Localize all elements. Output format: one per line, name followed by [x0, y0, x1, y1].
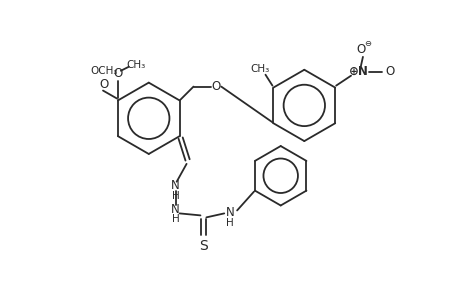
Text: H: H — [171, 214, 179, 224]
Text: O: O — [99, 78, 108, 91]
Text: CH₃: CH₃ — [249, 64, 269, 74]
Text: O: O — [113, 67, 122, 80]
Text: N: N — [225, 206, 234, 219]
Text: N: N — [171, 203, 179, 216]
Text: H: H — [226, 218, 234, 228]
Text: O: O — [356, 44, 365, 56]
Text: H: H — [171, 190, 179, 201]
Text: ⊕N: ⊕N — [348, 65, 368, 78]
Text: ⊖: ⊖ — [364, 40, 370, 49]
Text: O: O — [384, 65, 393, 78]
Text: O: O — [211, 80, 220, 93]
Text: OCH₃: OCH₃ — [90, 66, 118, 76]
Text: CH₃: CH₃ — [126, 60, 145, 70]
Text: S: S — [199, 239, 207, 253]
Text: N: N — [171, 179, 179, 192]
